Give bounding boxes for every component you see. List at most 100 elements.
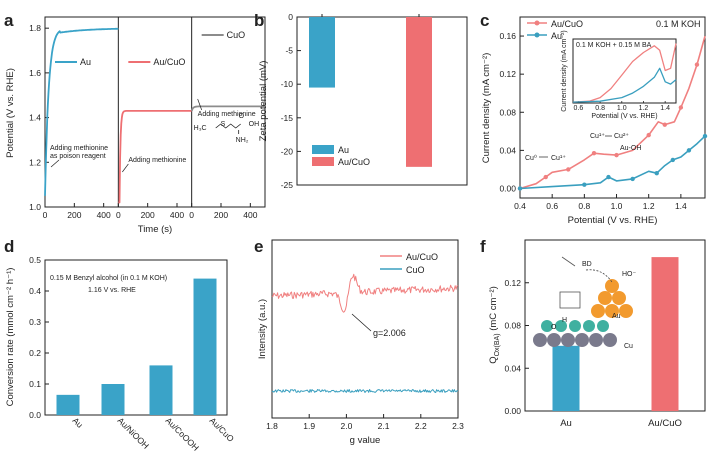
- x-tick-label-a: 0: [43, 210, 48, 220]
- legend-label-Au: Au: [80, 57, 91, 67]
- o-atom: [583, 320, 595, 332]
- series-line-e-CuO: [271, 389, 459, 393]
- series-line-c-Au/CuO: [519, 35, 706, 190]
- y-tick-label-a: 1.2: [29, 157, 41, 167]
- x-category-label-d: Au: [71, 415, 86, 430]
- legend-marker-c-Au: [534, 32, 540, 38]
- panel-label-c: c: [480, 11, 489, 30]
- x-category-label-f: Au: [560, 418, 572, 429]
- y-tick-label-c: 0.08: [499, 107, 516, 117]
- x-axis-label-e: g value: [350, 435, 381, 446]
- legend-swatch-b-Au/CuO: [312, 157, 334, 166]
- annotation-a-3: Adding methionine: [198, 111, 256, 118]
- inset-line-Au/CuO: [572, 43, 677, 103]
- marker-c-Au: [686, 148, 692, 153]
- annotation-a-1b: as poison reagent: [50, 153, 106, 160]
- annotation-e-gvalue: g=2.006: [373, 328, 406, 338]
- y-axis-label-e: Intensity (a.u.): [257, 299, 268, 359]
- bar-f-Au: [552, 345, 580, 411]
- y-tick-label-b: -10: [281, 79, 294, 89]
- y-tick-label-b: -20: [281, 146, 294, 156]
- y-tick-label-f: 0.12: [504, 278, 521, 288]
- note-d-2: 1.16 V vs. RHE: [88, 287, 136, 294]
- o-atom: [569, 320, 581, 332]
- inset-x-tick-label: 1.0: [617, 105, 627, 112]
- y-axis-label-f-unit: (mC cm⁻²): [488, 286, 499, 333]
- legend-swatch-b-Au: [312, 145, 334, 154]
- y-tick-label-a: 1.4: [29, 113, 41, 123]
- au-atom: [619, 304, 633, 318]
- inset-x-tick-label: 1.4: [660, 105, 670, 112]
- scheme-label-ho: HO⁻: [622, 271, 637, 278]
- y-tick-label-d: 0.0: [29, 410, 41, 420]
- legend-label-c-Au/CuO: Au/CuO: [551, 19, 583, 29]
- marker-c-Au: [517, 186, 523, 191]
- x-tick-label-c: 1.4: [675, 201, 687, 211]
- x-tick-label-e: 2.1: [378, 421, 390, 431]
- marker-c-Au/CuO: [678, 105, 684, 110]
- bar-f-Au/CuO: [651, 257, 679, 411]
- y-axis-label-f-sub: Ox(BA): [494, 333, 501, 356]
- marker-c-Au: [606, 174, 611, 180]
- inset-x-tick-label: 0.6: [574, 105, 584, 112]
- annotation-c-cu2: Cu²⁺: [614, 133, 629, 140]
- inset-line-Au: [572, 67, 677, 103]
- legend-label-Au/CuO: Au/CuO: [153, 57, 185, 67]
- x-tick-label-e: 2.3: [452, 421, 464, 431]
- y-tick-label-a: 1.6: [29, 68, 41, 78]
- x-tick-label-c: 1.0: [611, 201, 623, 211]
- inset-title: 0.1 M KOH + 0.15 M BA: [576, 42, 652, 49]
- annotation-arrow-a-1: [50, 159, 60, 168]
- marker-c-Au/CuO: [694, 62, 700, 67]
- x-tick-label-c: 0.8: [578, 201, 590, 211]
- inset-y-label: Current density (mA cm⁻²): [561, 30, 568, 112]
- x-tick-label-a: 200: [214, 210, 228, 220]
- legend-label-e-Au/CuO: Au/CuO: [406, 252, 438, 262]
- x-tick-label-a: 400: [97, 210, 111, 220]
- y-tick-label-d: 0.2: [29, 348, 41, 358]
- annotation-arrow-a-3: [197, 98, 202, 111]
- cu-atom: [589, 333, 603, 347]
- bar-Au/CoOOH: [149, 365, 173, 415]
- x-category-label-d: Au/CuO: [208, 415, 237, 444]
- y-axis-label-c: Current density (mA cm⁻²): [481, 53, 492, 164]
- x-tick-label-a: 400: [243, 210, 257, 220]
- y-tick-label-d: 0.5: [29, 255, 41, 265]
- y-tick-label-b: -25: [281, 180, 294, 190]
- axis-frame-e: [271, 239, 459, 419]
- x-tick-label-a: 200: [67, 210, 81, 220]
- molecule-chain: [215, 123, 241, 129]
- x-tick-label-a: 0: [189, 210, 194, 220]
- benzyl-ring: [559, 291, 581, 309]
- marker-c-Au: [630, 176, 635, 182]
- scheme-label-bd: BD: [582, 261, 592, 268]
- x-tick-label-a: 200: [141, 210, 155, 220]
- o-atom: [555, 320, 567, 332]
- x-tick-label-c: 0.4: [514, 201, 526, 211]
- y-tick-label-c: 0.00: [499, 183, 516, 193]
- au-atom: [605, 279, 619, 293]
- marker-c-Au/CuO: [566, 167, 571, 172]
- au-atom: [612, 291, 626, 305]
- inset-x-tick-label: 1.2: [639, 105, 649, 112]
- bar-Au/CuO: [406, 17, 432, 167]
- cu-atom: [561, 333, 575, 347]
- bar-Au/NiOOH: [101, 384, 125, 415]
- au-atom: [598, 291, 612, 305]
- x-tick-label-a: 0: [116, 210, 121, 220]
- x-tick-label-e: 2.2: [415, 421, 427, 431]
- annotation-arrow-a-2: [122, 163, 129, 173]
- annotation-c-cu1a: Cu¹⁺: [551, 155, 566, 162]
- annotation-a-1a: Adding methionine: [50, 145, 108, 152]
- y-axis-label-a: Potential (V vs. RHE): [5, 68, 16, 158]
- marker-c-Au/CuO: [662, 122, 667, 127]
- legend-label-e-CuO: CuO: [406, 265, 425, 275]
- cu-atom: [533, 333, 547, 347]
- legend-label-CuO: CuO: [227, 30, 246, 40]
- axis-frame-d: [44, 259, 228, 416]
- annotation-c-cu0: Cu⁰: [525, 154, 537, 162]
- series-line-Au/CuO: [118, 110, 193, 204]
- inset-frame-c: [572, 38, 677, 104]
- x-axis-label-c: Potential (V vs. RHE): [568, 215, 658, 226]
